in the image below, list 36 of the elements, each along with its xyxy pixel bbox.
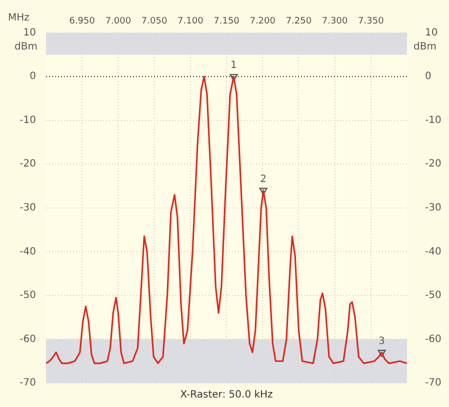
x-tick-label: 7.150 — [214, 16, 240, 27]
y-tick-label: 0 — [30, 71, 36, 82]
y2-tick-label: -20 — [425, 158, 442, 170]
y-tick-label: -50 — [20, 290, 36, 302]
point — [259, 188, 268, 195]
y2-tick-label: 10 — [425, 27, 438, 38]
x-tick-label: 7.300 — [322, 16, 348, 27]
y2-tick-label: -50 — [425, 290, 442, 302]
y2-tick-label: -70 — [425, 378, 442, 389]
x-axis-title: MHz — [8, 12, 30, 24]
y-tick-label: 10 — [23, 27, 36, 38]
y2-tick-label: -30 — [425, 202, 442, 214]
x-tick-label: 7.250 — [286, 16, 312, 27]
x-tick-label: 7.100 — [178, 16, 204, 27]
y2-axis-title: dBm — [414, 41, 436, 52]
x-tick-label: 7.050 — [141, 16, 168, 27]
x-tick-label: 6.950 — [69, 16, 96, 27]
x-tick-label: 7.350 — [358, 16, 384, 27]
y-axis-title: dBm — [14, 41, 38, 52]
y2-tick-label: -10 — [425, 114, 442, 126]
x-tick-label: 7.200 — [250, 16, 276, 27]
y2-tick-label: -40 — [425, 246, 442, 258]
text: X-Raster: 50.0 kHz — [180, 390, 273, 401]
y-tick-label: -30 — [20, 202, 36, 214]
y-tick-label: -40 — [20, 246, 36, 258]
y-tick-label: -60 — [20, 334, 36, 345]
point — [378, 350, 386, 357]
annotation: 3 — [378, 336, 385, 347]
y-tick-label: -70 — [20, 378, 36, 389]
annotation: 1 — [230, 60, 237, 72]
x-tick-label: 7.000 — [105, 16, 132, 27]
y-tick-label: -20 — [20, 158, 36, 170]
y2-tick-label: -60 — [425, 334, 442, 345]
annotation: 2 — [260, 174, 267, 185]
y2-tick-label: 0 — [425, 71, 432, 82]
y-tick-label: -10 — [20, 114, 36, 126]
